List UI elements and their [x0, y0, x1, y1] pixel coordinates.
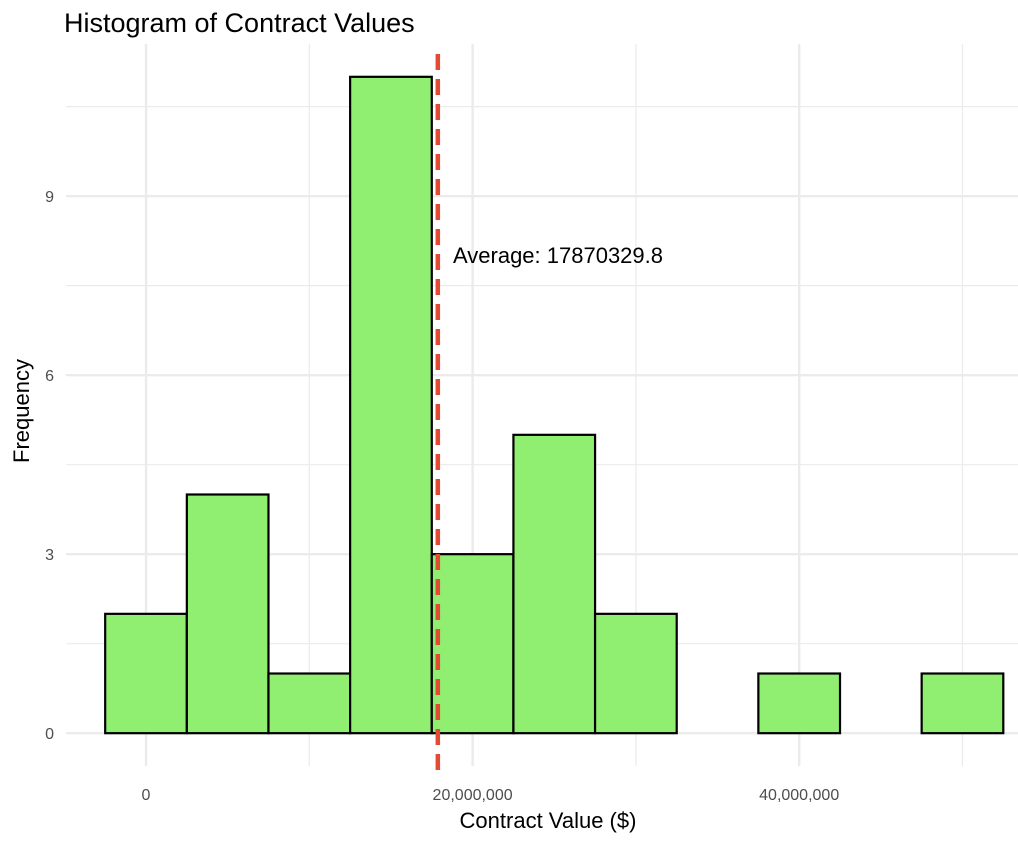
histogram-bar — [920, 672, 1005, 735]
tick-labels: 0 3 6 9 0 20,000,000 40,000,000 — [45, 189, 839, 804]
histogram-bar — [349, 75, 433, 735]
histogram-bar — [104, 612, 188, 735]
x-tick-label: 0 — [142, 787, 151, 804]
y-tick-label: 0 — [45, 726, 54, 743]
histogram-bar — [757, 672, 842, 735]
y-axis-title: Frequency — [9, 359, 34, 463]
mean-annotation: Average: 17870329.8 — [453, 243, 663, 268]
histogram-bar — [430, 553, 515, 735]
histogram-bar — [512, 433, 597, 735]
x-tick-label: 40,000,000 — [759, 787, 839, 804]
mean-line-group: Average: 17870329.8 — [435, 54, 663, 770]
histogram-bar — [185, 493, 270, 735]
histogram-bar — [593, 612, 678, 735]
x-tick-label: 20,000,000 — [433, 787, 513, 804]
histogram-bars — [104, 75, 1005, 735]
y-tick-label: 9 — [45, 189, 54, 206]
chart-title: Histogram of Contract Values — [64, 8, 415, 38]
x-axis-title: Contract Value ($) — [460, 808, 637, 833]
y-tick-label: 6 — [45, 368, 54, 385]
y-tick-label: 3 — [45, 547, 54, 564]
histogram-bar — [267, 672, 352, 735]
